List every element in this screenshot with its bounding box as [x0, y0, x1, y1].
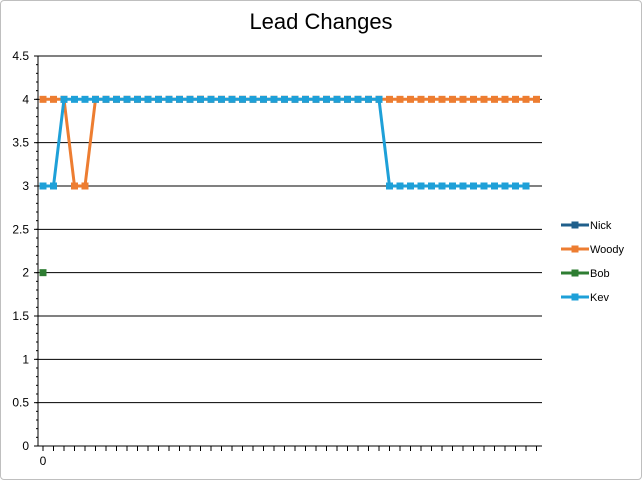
legend-marker-bob	[571, 269, 579, 277]
data-point-kev	[270, 95, 278, 103]
data-point-kev	[239, 95, 246, 103]
y-tick-label: 4	[22, 92, 29, 106]
data-point-kev	[512, 182, 519, 190]
data-point-woody	[533, 95, 540, 103]
data-point-woody	[449, 95, 456, 103]
data-point-kev	[375, 95, 383, 103]
data-point-kev	[470, 182, 477, 190]
data-point-kev	[102, 95, 110, 103]
legend-marker-woody	[571, 245, 579, 253]
data-point-kev	[155, 95, 162, 103]
y-tick-label: 0	[22, 439, 29, 453]
data-point-kev	[344, 95, 351, 103]
y-tick-label: 2.5	[12, 222, 29, 236]
y-tick-label: 1	[22, 352, 29, 366]
data-point-kev	[50, 182, 57, 190]
legend-label-kev: Kev	[590, 292, 609, 304]
data-point-kev	[39, 182, 47, 190]
data-point-woody	[480, 95, 488, 103]
data-point-woody	[396, 95, 404, 103]
data-point-kev	[113, 95, 120, 103]
y-tick-label: 3.5	[12, 136, 29, 150]
data-point-kev	[228, 95, 236, 103]
data-point-woody	[491, 95, 498, 103]
data-point-woody	[501, 95, 509, 103]
data-point-kev	[176, 95, 183, 103]
data-point-kev	[197, 95, 204, 103]
data-point-kev	[501, 182, 509, 190]
legend-label-bob: Bob	[590, 268, 610, 280]
data-point-kev	[302, 95, 309, 103]
data-point-kev	[491, 182, 498, 190]
data-point-woody	[39, 95, 47, 103]
data-point-kev	[428, 182, 435, 190]
y-tick-label: 0.5	[12, 396, 29, 410]
data-point-woody	[71, 182, 78, 190]
legend-label-woody: Woody	[590, 244, 625, 256]
data-point-kev	[312, 95, 320, 103]
data-point-kev	[480, 182, 488, 190]
data-point-kev	[333, 95, 341, 103]
y-tick-label: 1.5	[12, 309, 29, 323]
y-tick-label: 2	[22, 266, 29, 280]
data-point-woody	[81, 182, 89, 190]
data-point-woody	[428, 95, 435, 103]
data-point-kev	[60, 95, 68, 103]
data-point-woody	[459, 95, 467, 103]
data-point-kev	[92, 95, 99, 103]
data-point-kev	[249, 95, 257, 103]
data-point-woody	[470, 95, 477, 103]
data-point-kev	[323, 95, 330, 103]
data-point-kev	[134, 95, 141, 103]
data-point-kev	[71, 95, 78, 103]
data-point-kev	[218, 95, 225, 103]
data-point-woody	[50, 95, 57, 103]
y-tick-label: 4.5	[12, 49, 29, 63]
data-point-kev	[144, 95, 152, 103]
data-point-kev	[459, 182, 467, 190]
data-point-kev	[396, 182, 404, 190]
data-point-woody	[522, 95, 530, 103]
data-point-woody	[386, 95, 393, 103]
data-point-kev	[186, 95, 194, 103]
data-point-bob	[39, 269, 47, 277]
data-point-woody	[438, 95, 446, 103]
data-point-kev	[386, 182, 393, 190]
data-point-kev	[354, 95, 362, 103]
data-point-kev	[123, 95, 131, 103]
chart-title: Lead Changes	[249, 9, 393, 34]
data-point-woody	[407, 95, 414, 103]
data-point-kev	[407, 182, 414, 190]
data-point-kev	[165, 95, 173, 103]
legend-label-nick: Nick	[590, 220, 612, 232]
data-point-kev	[81, 95, 89, 103]
x-tick-label: 0	[40, 454, 47, 468]
data-point-kev	[438, 182, 446, 190]
data-point-kev	[522, 182, 530, 190]
y-tick-label: 3	[22, 179, 29, 193]
data-point-kev	[365, 95, 372, 103]
data-point-woody	[512, 95, 519, 103]
data-point-kev	[417, 182, 425, 190]
data-point-kev	[207, 95, 215, 103]
legend-marker-kev	[571, 293, 579, 301]
data-point-woody	[417, 95, 425, 103]
data-point-kev	[260, 95, 267, 103]
data-point-kev	[281, 95, 288, 103]
legend-marker-nick	[571, 221, 579, 229]
data-point-kev	[291, 95, 299, 103]
data-point-kev	[449, 182, 456, 190]
